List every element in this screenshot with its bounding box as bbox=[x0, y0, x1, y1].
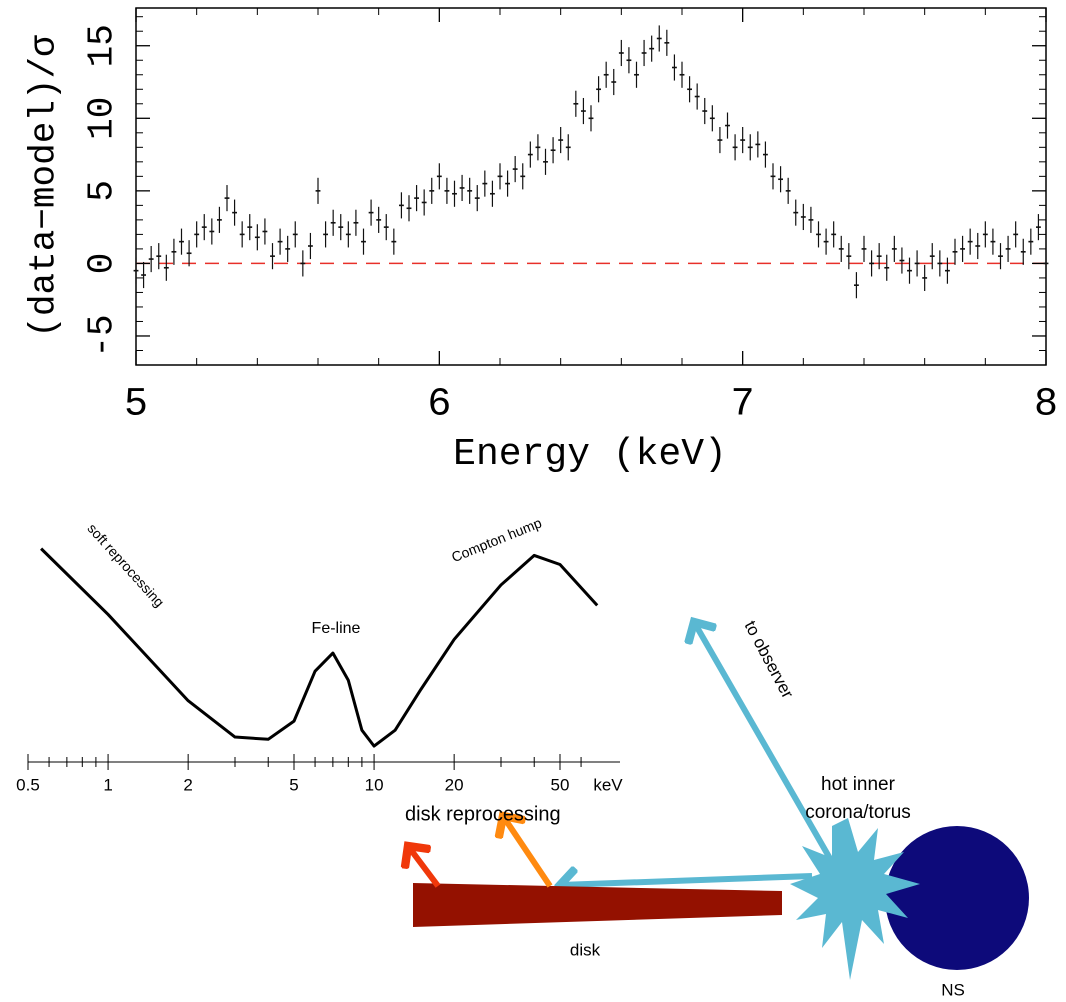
annotation: Fe-line bbox=[312, 620, 361, 637]
diagram-label: to observer bbox=[741, 618, 798, 702]
corona-arrow bbox=[560, 876, 813, 885]
annotation: soft reprocessing bbox=[84, 520, 167, 610]
x-tick-label: 1 bbox=[103, 775, 112, 794]
reflect-arrow bbox=[503, 816, 553, 888]
x-axis-label: Energy (keV) bbox=[453, 433, 727, 476]
x-tick-label: 0.5 bbox=[16, 775, 40, 794]
x-tick-label: 8 bbox=[1034, 383, 1058, 428]
observer-arrow bbox=[694, 622, 835, 864]
y-tick-label: 5 bbox=[82, 180, 123, 202]
x-tick-label: 20 bbox=[445, 775, 464, 794]
y-tick-label: -5 bbox=[82, 314, 123, 357]
reflect-arrow bbox=[408, 846, 441, 888]
x-tick-label: 50 bbox=[551, 775, 570, 794]
diagram-label: disk reprocessing bbox=[405, 803, 561, 825]
plot-frame bbox=[135, 7, 1047, 366]
y-tick-label: 0 bbox=[82, 253, 123, 275]
diagram-label: hot inner bbox=[821, 774, 896, 795]
neutron-star bbox=[885, 826, 1029, 970]
x-tick-label: 6 bbox=[427, 383, 451, 428]
diagram-label: disk bbox=[570, 940, 601, 959]
y-tick-label: 15 bbox=[82, 24, 123, 67]
x-tick-label: 7 bbox=[731, 383, 755, 428]
corona bbox=[790, 818, 920, 980]
diagram-label: NS bbox=[941, 980, 965, 999]
x-tick-label: 5 bbox=[124, 383, 148, 428]
x-tick-label: 10 bbox=[365, 775, 384, 794]
y-axis-label: (data−model)/σ bbox=[24, 35, 65, 338]
spectrum-line bbox=[40, 547, 599, 748]
disk-shape bbox=[413, 883, 782, 927]
x-tick-label: 2 bbox=[183, 775, 192, 794]
x-unit: keV bbox=[593, 775, 623, 794]
x-tick-label: 5 bbox=[289, 775, 298, 794]
diagram-label: corona/torus bbox=[805, 802, 911, 823]
y-tick-label: 10 bbox=[82, 97, 123, 140]
